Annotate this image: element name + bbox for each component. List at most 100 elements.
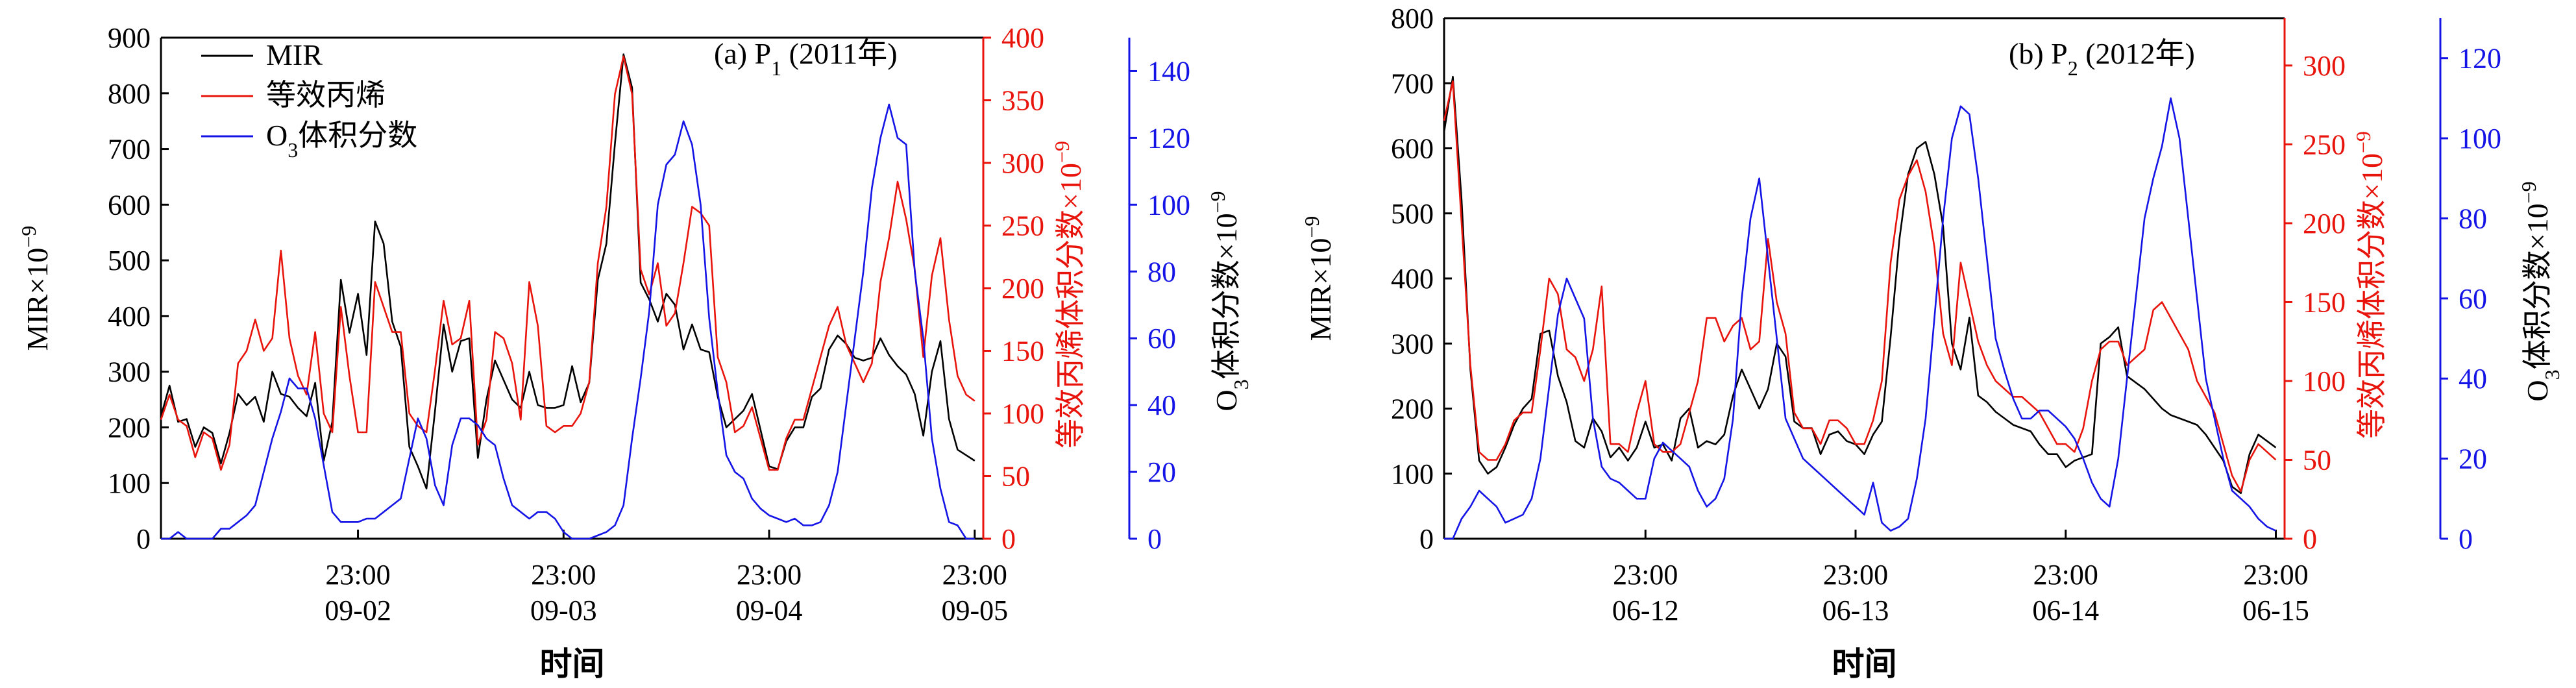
left-tick-label: 700 [1391, 68, 1434, 99]
series-line-propylene-equivalent [160, 55, 975, 471]
left-tick-label: 500 [1391, 198, 1434, 230]
right1-tick-label: 200 [2303, 208, 2346, 240]
legend-label: MIR [266, 38, 323, 71]
panel-b: 0100200300400500600700800050100150200250… [1300, 3, 2564, 682]
right2-axis-title-text: 体积分数×10 [1210, 213, 1243, 379]
left-tick-label: 800 [108, 78, 151, 110]
left-tick-label: 600 [1391, 133, 1434, 165]
right1-tick-label: 400 [1001, 22, 1044, 54]
series-line-o3 [1444, 97, 2277, 540]
right1-tick-label: 250 [2303, 129, 2346, 160]
right1-tick-label: 250 [1001, 210, 1044, 242]
right2-tick-label: 20 [1147, 456, 1176, 488]
right1-tick-label: 100 [1001, 398, 1044, 430]
right2-tick-label: 120 [2459, 43, 2501, 75]
right2-tick-label: 40 [1147, 389, 1176, 421]
right2-axis-title-sup: −9 [1206, 191, 1229, 213]
right2-axis-title-sub: 3 [1229, 379, 1253, 389]
left-tick-label: 100 [108, 467, 151, 499]
panel-title-sub: 2 [2068, 56, 2078, 80]
x-tick-date-label: 09-02 [325, 595, 391, 626]
panel-title-tail: (2012年) [2078, 37, 2195, 70]
left-tick-label: 600 [108, 189, 151, 221]
x-tick-time-label: 23:00 [1613, 559, 1678, 591]
left-tick-label: 400 [108, 301, 151, 332]
right1-tick-label: 150 [2303, 286, 2346, 318]
panel-title: (b) P2 (2012年) [2009, 37, 2195, 80]
series-line-mir [160, 53, 975, 490]
right1-axis-title: 等效丙烯体积分数×10−9 [2351, 131, 2388, 439]
left-tick-label: 300 [1391, 328, 1434, 360]
x-tick-date-label: 06-12 [1612, 595, 1679, 626]
x-tick-date-label: 09-05 [941, 595, 1008, 626]
panel-title-tail: (2011年) [781, 37, 897, 70]
left-tick-label: 500 [108, 245, 151, 276]
right1-tick-label: 300 [1001, 147, 1044, 179]
left-tick-label: 800 [1391, 3, 1434, 34]
left-tick-label: 400 [1391, 263, 1434, 295]
x-tick-date-label: 09-03 [530, 595, 597, 626]
right2-axis-title: O3体积分数×10−9 [1206, 191, 1253, 411]
panel-title: (a) P1 (2011年) [714, 37, 898, 80]
right1-tick-label: 350 [1001, 85, 1044, 117]
left-tick-label: 0 [1419, 523, 1434, 555]
right1-axis-title: 等效丙烯体积分数×10−9 [1050, 141, 1087, 448]
right2-tick-label: 0 [1147, 523, 1162, 555]
left-tick-label: 0 [136, 523, 151, 555]
right1-tick-label: 50 [1001, 461, 1030, 493]
right2-tick-label: 100 [1147, 189, 1190, 221]
x-tick-time-label: 23:00 [2243, 559, 2308, 591]
x-tick-date-label: 06-14 [2032, 595, 2099, 626]
right1-tick-label: 0 [2303, 523, 2317, 555]
right2-tick-label: 120 [1147, 122, 1190, 154]
right1-tick-label: 300 [2303, 50, 2346, 82]
legend-label: O3体积分数 [266, 119, 417, 162]
left-tick-label: 200 [108, 412, 151, 443]
x-tick-date-label: 06-15 [2242, 595, 2309, 626]
right1-tick-label: 150 [1001, 336, 1044, 367]
right2-axis-title-text: 体积分数×10 [2521, 203, 2554, 369]
left-tick-label: 200 [1391, 393, 1434, 425]
x-tick-time-label: 23:00 [2033, 559, 2098, 591]
left-tick-label: 900 [108, 22, 151, 54]
right2-axis-title: O3体积分数×10−9 [2517, 181, 2564, 401]
x-tick-time-label: 23:00 [1823, 559, 1888, 591]
left-axis-title: MIR×10−9 [17, 226, 54, 351]
x-tick-time-label: 23:00 [737, 559, 802, 591]
right1-tick-label: 200 [1001, 273, 1044, 304]
right2-tick-label: 60 [1147, 323, 1176, 354]
right2-axis-title-sub: 3 [2540, 369, 2564, 380]
x-axis-title: 时间 [540, 646, 605, 682]
left-tick-label: 700 [108, 134, 151, 166]
right2-tick-label: 100 [2459, 123, 2501, 154]
right1-tick-label: 50 [2303, 444, 2331, 476]
left-axis-title-sup: −9 [17, 226, 40, 248]
x-tick-date-label: 06-13 [1822, 595, 1889, 626]
panel-title-sub: 1 [771, 56, 781, 80]
left-axis-title-sup: −9 [1300, 216, 1323, 238]
series-line-mir [1443, 75, 2277, 495]
right1-axis-title-sup: −9 [1050, 141, 1073, 163]
x-tick-time-label: 23:00 [531, 559, 596, 591]
left-tick-label: 100 [1391, 458, 1434, 490]
x-axis-title: 时间 [1832, 646, 1897, 682]
right2-tick-label: 80 [2459, 203, 2487, 234]
left-tick-label: 300 [108, 356, 151, 388]
series-line-o3 [161, 103, 975, 540]
legend-label-sub: 3 [288, 138, 298, 162]
right2-tick-label: 40 [2459, 363, 2487, 395]
legend: MIR 等效丙烯 O3体积分数 [201, 38, 417, 162]
x-tick-date-label: 09-04 [736, 595, 803, 626]
right2-tick-label: 60 [2459, 283, 2487, 315]
panel-a: 0100200300400500600700800900050100150200… [17, 22, 1253, 682]
right2-tick-label: 80 [1147, 256, 1176, 288]
right1-tick-label: 100 [2303, 365, 2346, 397]
right1-tick-label: 0 [1001, 523, 1016, 555]
right2-tick-label: 0 [2459, 523, 2473, 555]
legend-label-text: 体积分数 [298, 119, 417, 152]
right1-axis-title-sup: −9 [2351, 131, 2375, 153]
right2-tick-label: 20 [2459, 443, 2487, 475]
series-line-propylene-equivalent [1443, 80, 2277, 493]
left-axis-title: MIR×10−9 [1300, 216, 1337, 341]
